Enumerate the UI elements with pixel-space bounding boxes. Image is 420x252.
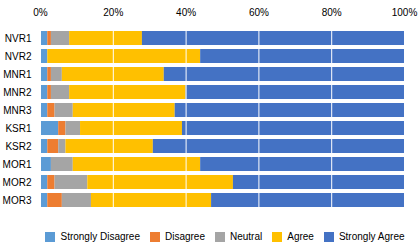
svg-text:0%: 0% <box>33 7 48 18</box>
svg-text:MOR2: MOR2 <box>3 177 32 188</box>
svg-text:NVR1: NVR1 <box>5 33 32 44</box>
svg-text:100%: 100% <box>392 7 418 18</box>
svg-text:40%: 40% <box>176 7 196 18</box>
html-text:Strongly Disagree: Strongly Disagree <box>60 231 140 242</box>
svg-text:KSR2: KSR2 <box>5 141 32 152</box>
svg-text:NVR2: NVR2 <box>5 51 32 62</box>
svg-text:MNR2: MNR2 <box>3 87 32 98</box>
html-text:Disagree: Disagree <box>165 231 205 242</box>
html-text:Neutral: Neutral <box>230 231 263 242</box>
html-text:Agree: Agree <box>287 231 314 242</box>
svg-text:MOR1: MOR1 <box>3 159 32 170</box>
svg-text:MOR3: MOR3 <box>3 195 32 206</box>
svg-text:MNR3: MNR3 <box>3 105 32 116</box>
svg-text:60%: 60% <box>249 7 269 18</box>
svg-text:KSR1: KSR1 <box>5 123 32 134</box>
svg-text:MNR1: MNR1 <box>3 69 32 80</box>
svg-text:20%: 20% <box>103 7 123 18</box>
html-text:Strongly Agree: Strongly Agree <box>338 231 405 242</box>
svg-text:80%: 80% <box>322 7 342 18</box>
